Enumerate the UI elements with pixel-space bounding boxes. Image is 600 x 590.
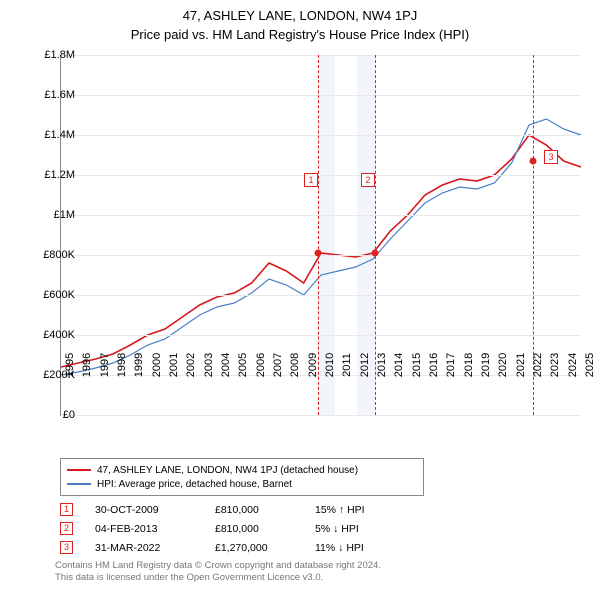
x-axis-label: 2001 [168, 353, 180, 377]
y-axis-label: £0 [63, 409, 75, 421]
x-axis-label: 2018 [463, 353, 475, 377]
sale-marker-label: 3 [544, 150, 558, 164]
y-axis-label: £1.6M [44, 89, 75, 101]
x-axis-label: 2007 [272, 353, 284, 377]
x-axis-label: 2023 [549, 353, 561, 377]
sale-row-pct: 5% ↓ HPI [315, 523, 415, 535]
x-axis-label: 2009 [307, 353, 319, 377]
x-axis-label: 2011 [341, 353, 353, 377]
y-axis-label: £1M [54, 209, 75, 221]
x-axis-label: 2003 [203, 353, 215, 377]
y-axis-label: £400K [43, 329, 75, 341]
sale-row: 3 31-MAR-2022£1,270,00011% ↓ HPI [60, 538, 415, 557]
x-axis-label: 2004 [220, 353, 232, 377]
chart-subtitle: Price paid vs. HM Land Registry's House … [0, 23, 600, 42]
x-axis-label: 2024 [567, 353, 579, 377]
sale-row-date: 04-FEB-2013 [95, 523, 215, 535]
x-axis-label: 2025 [584, 353, 596, 377]
sale-marker-label: 2 [361, 173, 375, 187]
x-axis-label: 2005 [237, 353, 249, 377]
x-axis-label: 2021 [515, 353, 527, 377]
y-axis-label: £600K [43, 289, 75, 301]
footer-attribution: Contains HM Land Registry data © Crown c… [55, 560, 381, 584]
sale-row-date: 31-MAR-2022 [95, 542, 215, 554]
y-axis-label: £1.8M [44, 49, 75, 61]
x-axis-label: 1996 [81, 353, 93, 377]
x-axis-label: 2012 [359, 353, 371, 377]
sale-row-pct: 15% ↑ HPI [315, 504, 415, 516]
x-axis-label: 2008 [289, 353, 301, 377]
x-axis-label: 1995 [64, 353, 76, 377]
legend-item: HPI: Average price, detached house, Barn… [67, 477, 417, 491]
legend-box: 47, ASHLEY LANE, LONDON, NW4 1PJ (detach… [60, 458, 424, 496]
x-axis-label: 2002 [185, 353, 197, 377]
sale-row-number: 2 [60, 522, 73, 535]
sales-table: 1 30-OCT-2009£810,00015% ↑ HPI 2 04-FEB-201… [60, 500, 415, 557]
y-axis-label: £1.4M [44, 129, 75, 141]
sale-marker-dot [530, 158, 537, 165]
legend-item: 47, ASHLEY LANE, LONDON, NW4 1PJ (detach… [67, 463, 417, 477]
sale-row: 1 30-OCT-2009£810,00015% ↑ HPI [60, 500, 415, 519]
sale-row-number: 1 [60, 503, 73, 516]
x-axis-label: 2017 [445, 353, 457, 377]
x-axis-label: 1998 [116, 353, 128, 377]
x-axis-label: 2022 [532, 353, 544, 377]
x-axis-label: 1999 [133, 353, 145, 377]
sale-row-price: £810,000 [215, 504, 315, 516]
y-axis-label: £800K [43, 249, 75, 261]
x-axis-label: 2019 [480, 353, 492, 377]
x-axis-label: 2000 [151, 353, 163, 377]
x-axis-label: 2014 [393, 353, 405, 377]
x-axis-label: 2016 [428, 353, 440, 377]
x-axis-label: 2010 [324, 353, 336, 377]
chart-container: 47, ASHLEY LANE, LONDON, NW4 1PJ Price p… [0, 0, 600, 590]
sale-row-date: 30-OCT-2009 [95, 504, 215, 516]
x-axis-label: 1997 [99, 353, 111, 377]
sale-row-price: £1,270,000 [215, 542, 315, 554]
y-axis-label: £1.2M [44, 169, 75, 181]
sale-row: 2 04-FEB-2013£810,0005% ↓ HPI [60, 519, 415, 538]
sale-row-number: 3 [60, 541, 73, 554]
chart-title: 47, ASHLEY LANE, LONDON, NW4 1PJ [0, 0, 600, 23]
sale-row-price: £810,000 [215, 523, 315, 535]
sale-marker-label: 1 [304, 173, 318, 187]
x-axis-label: 2006 [255, 353, 267, 377]
x-axis-label: 2015 [411, 353, 423, 377]
sale-marker-dot [315, 250, 322, 257]
x-axis-label: 2013 [376, 353, 388, 377]
sale-marker-dot [371, 250, 378, 257]
footer-line2: This data is licensed under the Open Gov… [55, 572, 381, 584]
x-axis-label: 2020 [497, 353, 509, 377]
sale-row-pct: 11% ↓ HPI [315, 542, 415, 554]
footer-line1: Contains HM Land Registry data © Crown c… [55, 560, 381, 572]
